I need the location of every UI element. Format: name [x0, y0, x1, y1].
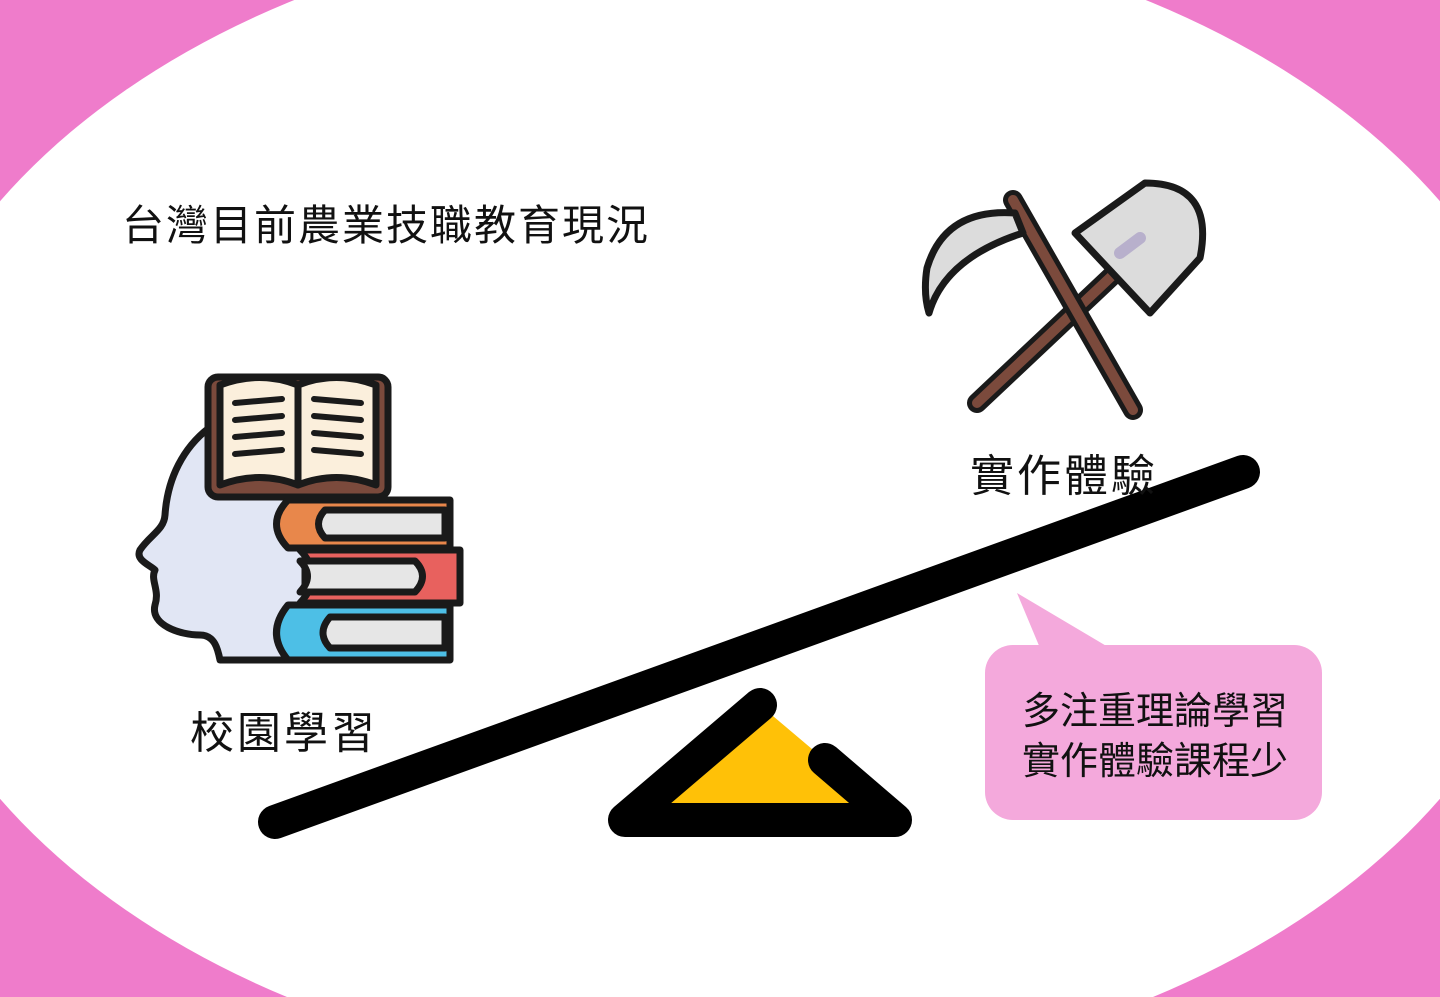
campus-learning-label: 校園學習	[190, 708, 378, 759]
speech-bubble	[985, 593, 1322, 820]
bubble-text: 多注重理論學習 實作體驗課程少	[990, 686, 1320, 786]
bubble-line-2: 實作體驗課程少	[1021, 739, 1288, 783]
page-title: 台灣目前農業技職教育現況	[122, 201, 651, 250]
seesaw-beam	[258, 455, 1260, 839]
fulcrum	[608, 688, 912, 837]
bubble-line-1: 多注重理論學習	[1021, 689, 1288, 733]
sickle-shovel-icon	[921, 179, 1207, 420]
head-books-icon	[135, 373, 464, 664]
hands-on-experience-label: 實作體驗	[970, 451, 1158, 502]
